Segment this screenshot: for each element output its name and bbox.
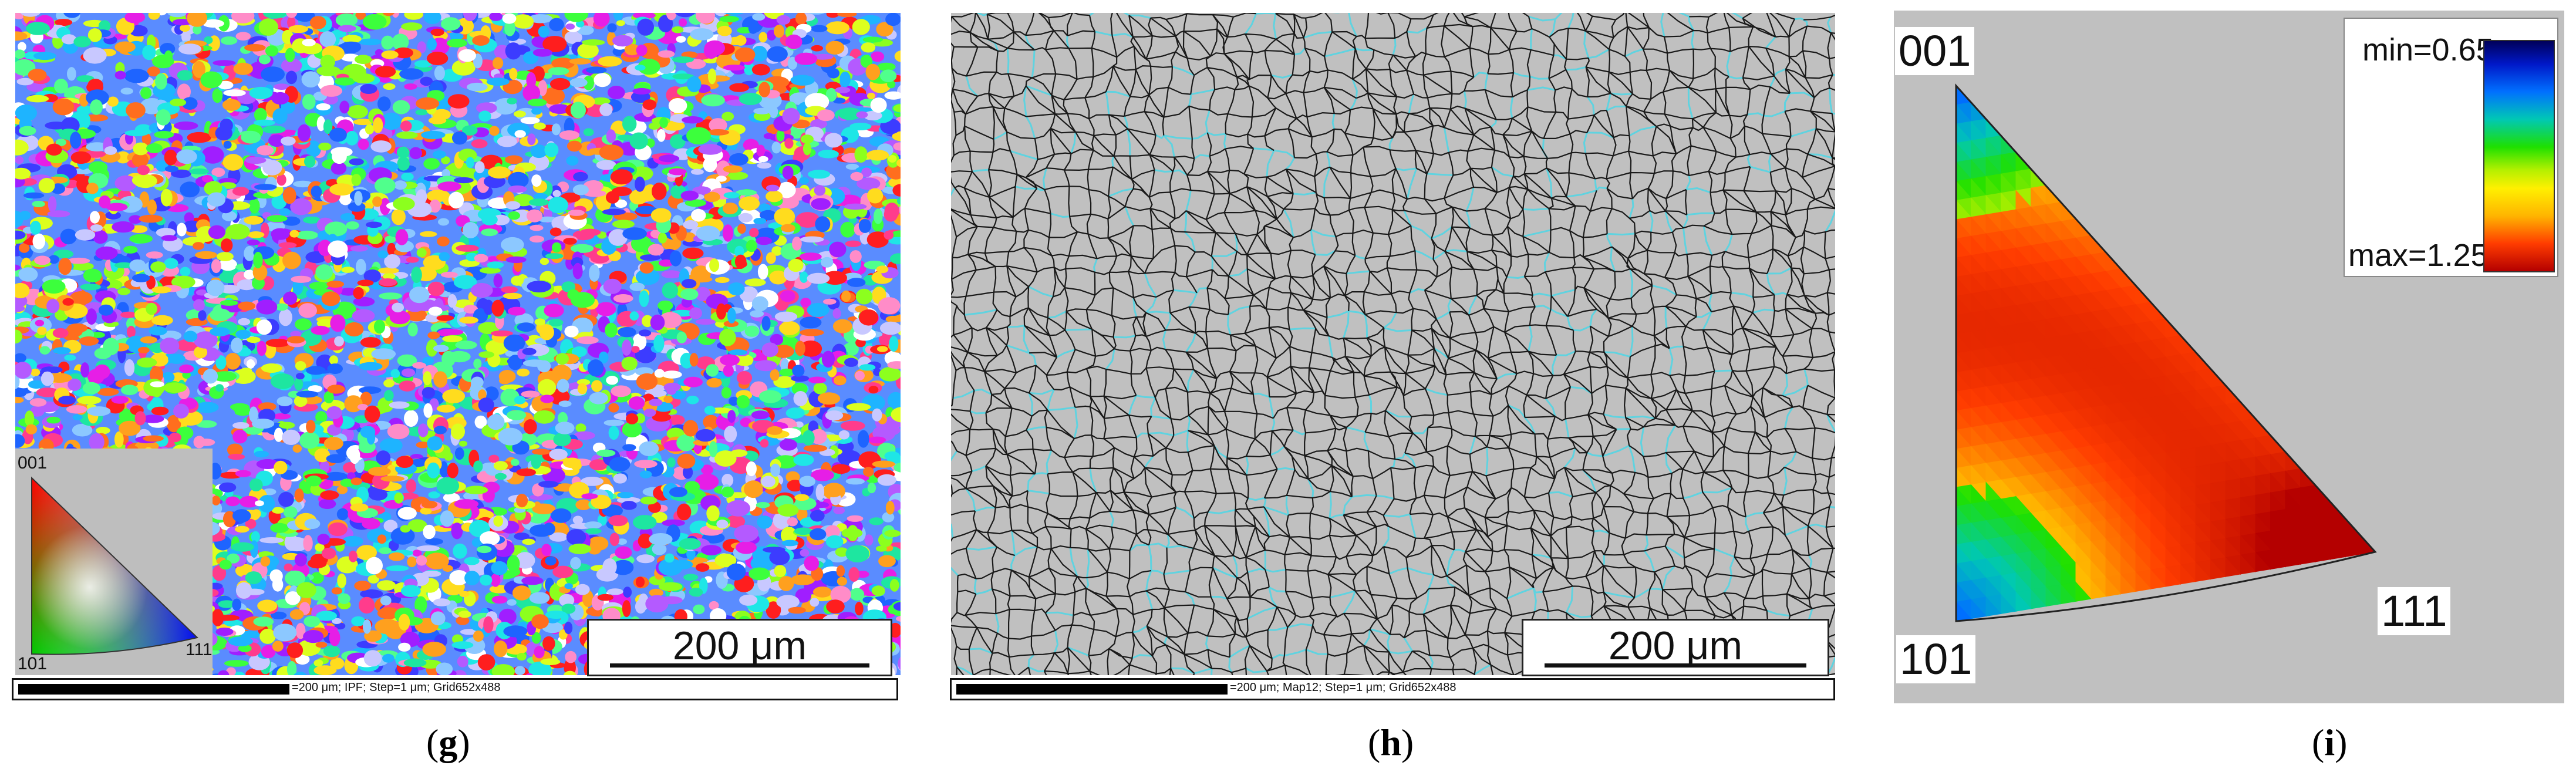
map-info-text: =200 μm; IPF; Step=1 μm; Grid652x488 — [292, 681, 500, 695]
map-info-text: =200 μm; Map12; Step=1 μm; Grid652x488 — [1230, 681, 1456, 695]
ipf-legend-label-111: 111 — [186, 640, 213, 660]
scale-bar-label: 200 μm — [589, 623, 891, 669]
high-angle-boundaries — [951, 13, 1835, 675]
caption-g-letter: g — [439, 722, 457, 763]
ipf-legend-label-101: 101 — [18, 654, 47, 674]
info-scale-bar — [956, 684, 1228, 695]
scale-bar-label: 200 μm — [1523, 623, 1828, 669]
caption-h-letter: h — [1380, 722, 1401, 763]
caption-h: (h) — [1368, 721, 1414, 764]
scale-bar-line — [610, 663, 869, 668]
caption-i: (i) — [2312, 721, 2347, 764]
color-scale-max-label: max=1.25 — [2348, 237, 2489, 274]
map-info-bar: =200 μm; IPF; Step=1 μm; Grid652x488 — [12, 678, 898, 700]
pole-label-001: 001 — [1895, 27, 1974, 75]
scale-bar-line — [1545, 663, 1806, 668]
color-scale-min-label: min=0.65 — [2362, 32, 2494, 68]
caption-g: (g) — [426, 721, 470, 764]
grain-boundary-map — [951, 13, 1835, 675]
ipf-legend-triangle — [15, 449, 213, 675]
ipf-legend-label-001: 001 — [18, 453, 47, 473]
scale-bar-box: 200 μm — [587, 619, 892, 676]
map-info-bar: =200 μm; Map12; Step=1 μm; Grid652x488 — [950, 678, 1835, 700]
color-scale-gradient — [2483, 40, 2555, 272]
pole-label-101: 101 — [1896, 635, 1975, 683]
info-scale-bar — [18, 684, 289, 695]
pole-label-111: 111 — [2378, 587, 2450, 635]
grain-boundary-network — [951, 13, 1835, 675]
caption-i-letter: i — [2324, 722, 2335, 763]
scale-bar-box: 200 μm — [1522, 619, 1829, 676]
ipf-legend: 001 101 111 — [15, 449, 213, 675]
ipf-intensity-cells — [1956, 86, 2375, 621]
